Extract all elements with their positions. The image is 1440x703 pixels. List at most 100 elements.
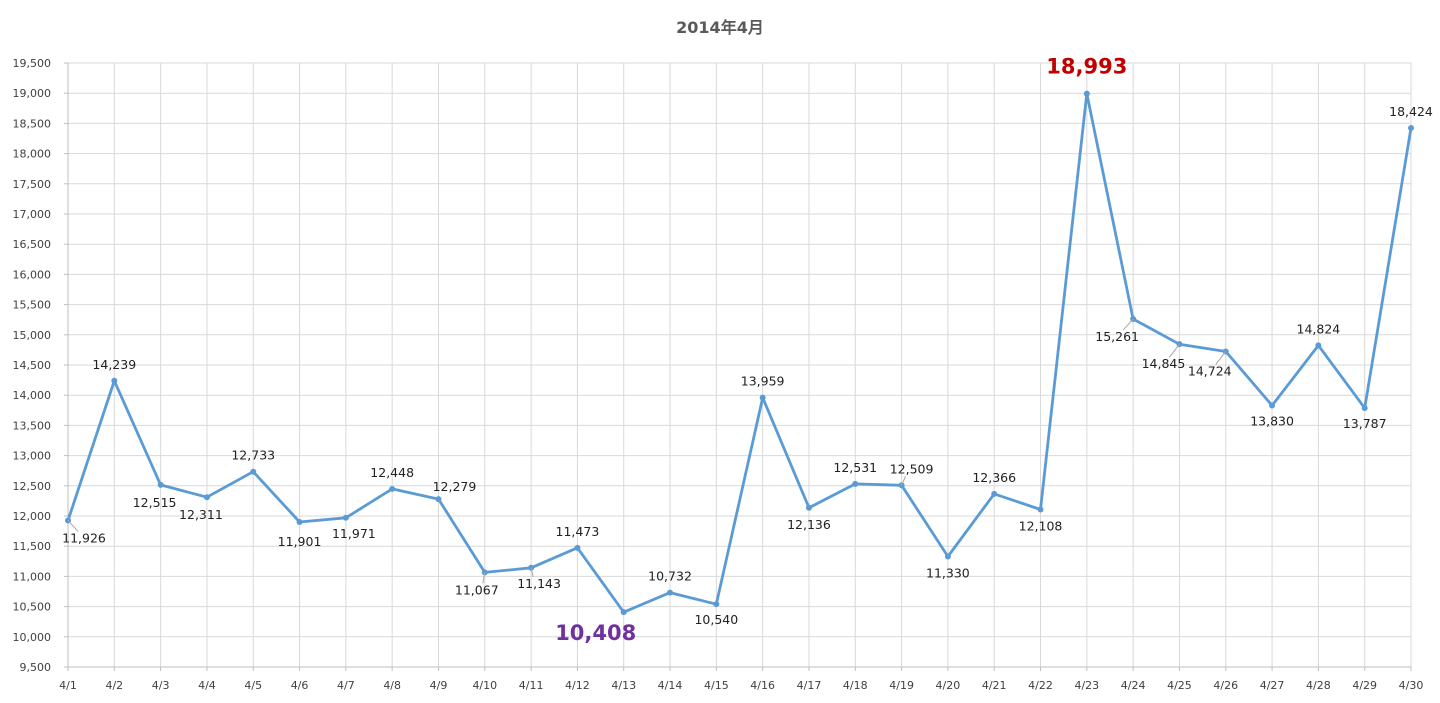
- leader-line: [1169, 343, 1180, 358]
- x-tick-label: 4/10: [472, 679, 497, 692]
- y-tick-label: 10,500: [13, 601, 52, 614]
- data-label: 13,959: [741, 374, 785, 389]
- data-label: 12,448: [370, 465, 414, 480]
- chart-title: 2014年4月: [676, 18, 764, 37]
- data-label: 12,279: [433, 479, 477, 494]
- x-tick-label: 4/9: [430, 679, 448, 692]
- data-label: 12,733: [231, 448, 275, 463]
- x-tick-label: 4/5: [244, 679, 262, 692]
- x-tick-label: 4/14: [658, 679, 683, 692]
- data-label: 12,311: [179, 507, 223, 522]
- x-tick-label: 4/1: [59, 679, 77, 692]
- y-tick-label: 16,000: [13, 268, 52, 281]
- y-tick-label: 13,500: [13, 419, 52, 432]
- data-point: [944, 553, 951, 560]
- data-point: [1269, 402, 1276, 409]
- data-label: 11,473: [556, 524, 600, 539]
- x-tick-label: 4/23: [1074, 679, 1099, 692]
- data-point: [342, 514, 349, 521]
- data-point: [667, 589, 674, 596]
- leader-line: [901, 476, 907, 486]
- x-axis-tick-labels: 4/1 4/2 4/3 4/4 4/5 4/6 4/7 4/8 4/9 4/10 4/11 4/12 4…: [59, 679, 1423, 692]
- axes: [64, 62, 1412, 671]
- x-tick-label: 4/18: [843, 679, 868, 692]
- data-label: 11,901: [278, 534, 322, 549]
- data-point: [759, 394, 766, 401]
- leader-line: [482, 572, 486, 584]
- data-point: [157, 481, 164, 488]
- data-point: [1408, 124, 1414, 131]
- x-tick-label: 4/25: [1167, 679, 1192, 692]
- data-point: [1361, 405, 1368, 412]
- data-label: 12,509: [890, 461, 934, 476]
- x-tick-label: 4/21: [982, 679, 1007, 692]
- x-tick-label: 4/24: [1121, 679, 1146, 692]
- x-tick-label: 4/22: [1028, 679, 1053, 692]
- data-point: [805, 504, 812, 511]
- series: [65, 90, 1414, 616]
- data-point: [991, 490, 998, 497]
- leader-line: [1215, 351, 1227, 365]
- x-tick-label: 4/8: [383, 679, 401, 692]
- leader-line: [67, 520, 79, 532]
- data-point: [111, 377, 118, 384]
- data-point: [1083, 90, 1090, 97]
- data-label: 11,330: [926, 565, 970, 580]
- x-tick-label: 4/29: [1352, 679, 1377, 692]
- data-point: [296, 518, 303, 525]
- data-label: 14,724: [1188, 363, 1232, 378]
- data-label: 14,824: [1297, 321, 1341, 336]
- data-point: [203, 494, 210, 501]
- y-tick-label: 13,000: [13, 450, 52, 463]
- y-tick-label: 18,000: [13, 148, 52, 161]
- data-point: [1315, 342, 1322, 349]
- data-point: [389, 485, 396, 492]
- leader-line: [530, 567, 534, 577]
- data-label: 11,143: [517, 576, 561, 591]
- y-tick-label: 10,000: [13, 631, 52, 644]
- y-axis-tick-labels: 9,500 10,000 10,500 11,000 11,500 12,000 12,50…: [13, 57, 52, 674]
- y-tick-label: 9,500: [20, 661, 52, 674]
- x-tick-label: 4/3: [152, 679, 170, 692]
- gridlines: [68, 62, 1412, 667]
- y-tick-label: 16,500: [13, 238, 52, 251]
- x-tick-label: 4/28: [1306, 679, 1331, 692]
- data-label: 10,408: [555, 621, 636, 645]
- y-tick-label: 11,000: [13, 570, 52, 583]
- y-tick-label: 15,000: [13, 329, 52, 342]
- y-tick-label: 14,500: [13, 359, 52, 372]
- data-label: 10,540: [694, 612, 738, 627]
- data-point: [852, 480, 859, 487]
- y-tick-label: 19,500: [13, 57, 52, 70]
- data-label: 11,971: [332, 526, 376, 541]
- y-tick-label: 19,000: [13, 87, 52, 100]
- data-label: 13,787: [1343, 416, 1387, 431]
- data-label: 10,732: [648, 569, 692, 584]
- data-label: 12,531: [833, 460, 877, 475]
- x-tick-label: 4/20: [936, 679, 961, 692]
- y-tick-label: 17,500: [13, 178, 52, 191]
- data-label: 12,366: [972, 470, 1016, 485]
- leader-line: [1122, 318, 1134, 331]
- data-label: 14,239: [92, 357, 136, 372]
- x-tick-label: 4/15: [704, 679, 729, 692]
- data-label: 18,424: [1389, 104, 1433, 119]
- x-tick-label: 4/11: [519, 679, 544, 692]
- x-tick-label: 4/17: [797, 679, 822, 692]
- data-label: 13,830: [1250, 413, 1294, 428]
- y-tick-label: 17,000: [13, 208, 52, 221]
- data-label: 18,993: [1046, 55, 1127, 79]
- data-point: [250, 468, 257, 475]
- y-tick-label: 14,000: [13, 389, 52, 402]
- data-label: 14,845: [1142, 356, 1186, 371]
- data-label: 15,261: [1095, 329, 1139, 344]
- data-point: [713, 601, 720, 608]
- data-point: [574, 544, 581, 551]
- data-label: 12,108: [1019, 518, 1063, 533]
- y-tick-label: 12,500: [13, 480, 52, 493]
- y-tick-label: 15,500: [13, 299, 52, 312]
- y-tick-label: 11,500: [13, 540, 52, 553]
- x-tick-label: 4/2: [105, 679, 123, 692]
